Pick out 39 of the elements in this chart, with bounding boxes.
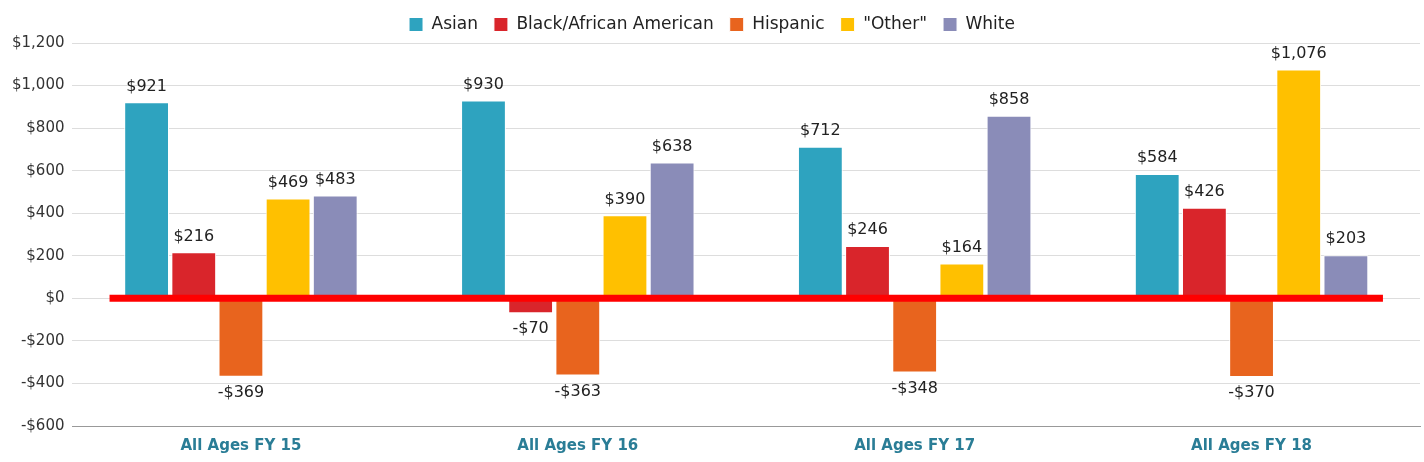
- legend-label: Asian: [431, 12, 478, 33]
- y-tick-label: $0: [45, 288, 65, 307]
- y-tick-label: $200: [26, 245, 65, 264]
- data-label: $921: [126, 75, 167, 95]
- y-tick-label: -$400: [20, 373, 65, 392]
- data-label: -$363: [554, 380, 602, 400]
- y-tick-label: -$200: [20, 330, 65, 349]
- data-label: -$370: [1228, 382, 1275, 402]
- data-label: $1,076: [1270, 42, 1327, 62]
- y-tick-label: $400: [26, 203, 65, 222]
- data-label: $164: [941, 236, 983, 256]
- y-tick-label: $1,200: [11, 32, 65, 51]
- data-label: $858: [988, 88, 1030, 108]
- data-label: $426: [1184, 180, 1225, 200]
- data-label: $246: [847, 219, 888, 239]
- data-label: $390: [604, 188, 646, 208]
- legend-label: Black/African American: [516, 12, 714, 33]
- data-label: -$70: [512, 318, 549, 338]
- data-label: $483: [314, 168, 356, 188]
- legend-label: "Other": [863, 12, 928, 33]
- data-label: $584: [1136, 147, 1178, 167]
- legend-label: Hispanic: [752, 12, 825, 33]
- data-label: $930: [463, 73, 504, 93]
- data-label: $469: [267, 171, 309, 191]
- data-label: $638: [651, 135, 693, 155]
- y-tick-label: $1,000: [11, 75, 65, 94]
- data-label: $203: [1325, 228, 1367, 248]
- data-label: $712: [800, 119, 841, 139]
- data-label: $216: [173, 225, 215, 245]
- data-label: -$369: [217, 382, 265, 401]
- data-label: -$348: [891, 377, 938, 397]
- y-tick-label: -$600: [20, 415, 65, 434]
- x-tick-label: All Ages FY 18: [1191, 435, 1313, 454]
- x-tick-label: All Ages FY 17: [854, 435, 976, 454]
- x-tick-label: All Ages FY 15: [180, 435, 302, 454]
- legend-label: White: [965, 12, 1015, 33]
- x-tick-label: All Ages FY 16: [517, 435, 639, 454]
- y-tick-label: $800: [26, 118, 65, 136]
- y-tick-label: $600: [26, 160, 65, 179]
